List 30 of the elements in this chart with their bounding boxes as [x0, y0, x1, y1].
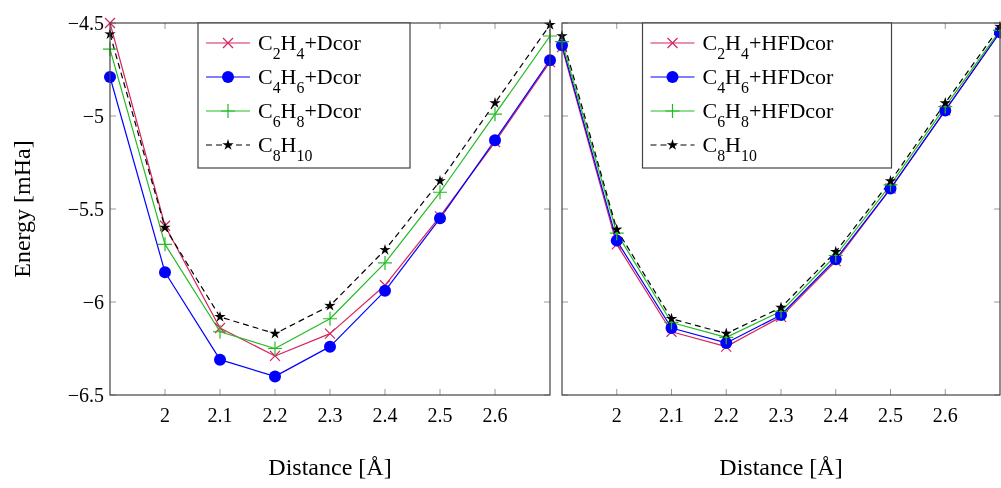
legend-label: C$_{2}$H$_{4}$+Dcor [258, 30, 362, 62]
x-tick-label: 2.3 [317, 404, 343, 426]
legend-label: C$_{4}$H$_{6}$+HFDcor [702, 64, 835, 96]
y-tick-label: −4.5 [67, 12, 104, 34]
legend-label: C$_{6}$H$_{8}$+HFDcor [702, 98, 835, 130]
x-tick-label: 2.2 [713, 404, 739, 426]
x-tick-label: 2.5 [878, 404, 903, 426]
x-tick-label: 2.6 [482, 404, 508, 426]
legend-label: C$_{4}$H$_{6}$+Dcor [258, 64, 362, 96]
x-tick-label: 2.3 [768, 404, 794, 426]
x-tick-label: 2.4 [823, 404, 849, 426]
x-tick-label: 2.2 [262, 404, 288, 426]
y-axis-title: Energy [mHa] [9, 140, 35, 278]
x-tick-label: 2.1 [659, 404, 684, 426]
x-axis-title: Distance [Å] [268, 454, 392, 480]
x-tick-label: 2 [611, 404, 622, 426]
y-tick-label: −6 [82, 291, 104, 313]
legend-label: C$_{8}$H$_{10}$ [258, 132, 313, 164]
legend-label: C$_{2}$H$_{4}$+HFDcor [702, 30, 835, 62]
x-tick-label: 2.1 [207, 404, 233, 426]
legend-label: C$_{8}$H$_{10}$ [702, 132, 757, 164]
x-tick-label: 2.4 [372, 404, 398, 426]
x-tick-label: 2 [160, 404, 170, 426]
y-tick-label: −6.5 [67, 384, 104, 406]
legend-label: C$_{6}$H$_{8}$+Dcor [258, 98, 362, 130]
y-tick-label: −5 [82, 105, 104, 127]
y-tick-label: −5.5 [67, 198, 104, 220]
x-tick-label: 2.5 [427, 404, 453, 426]
x-axis-title: Distance [Å] [719, 454, 843, 480]
x-tick-label: 2.6 [932, 404, 958, 426]
